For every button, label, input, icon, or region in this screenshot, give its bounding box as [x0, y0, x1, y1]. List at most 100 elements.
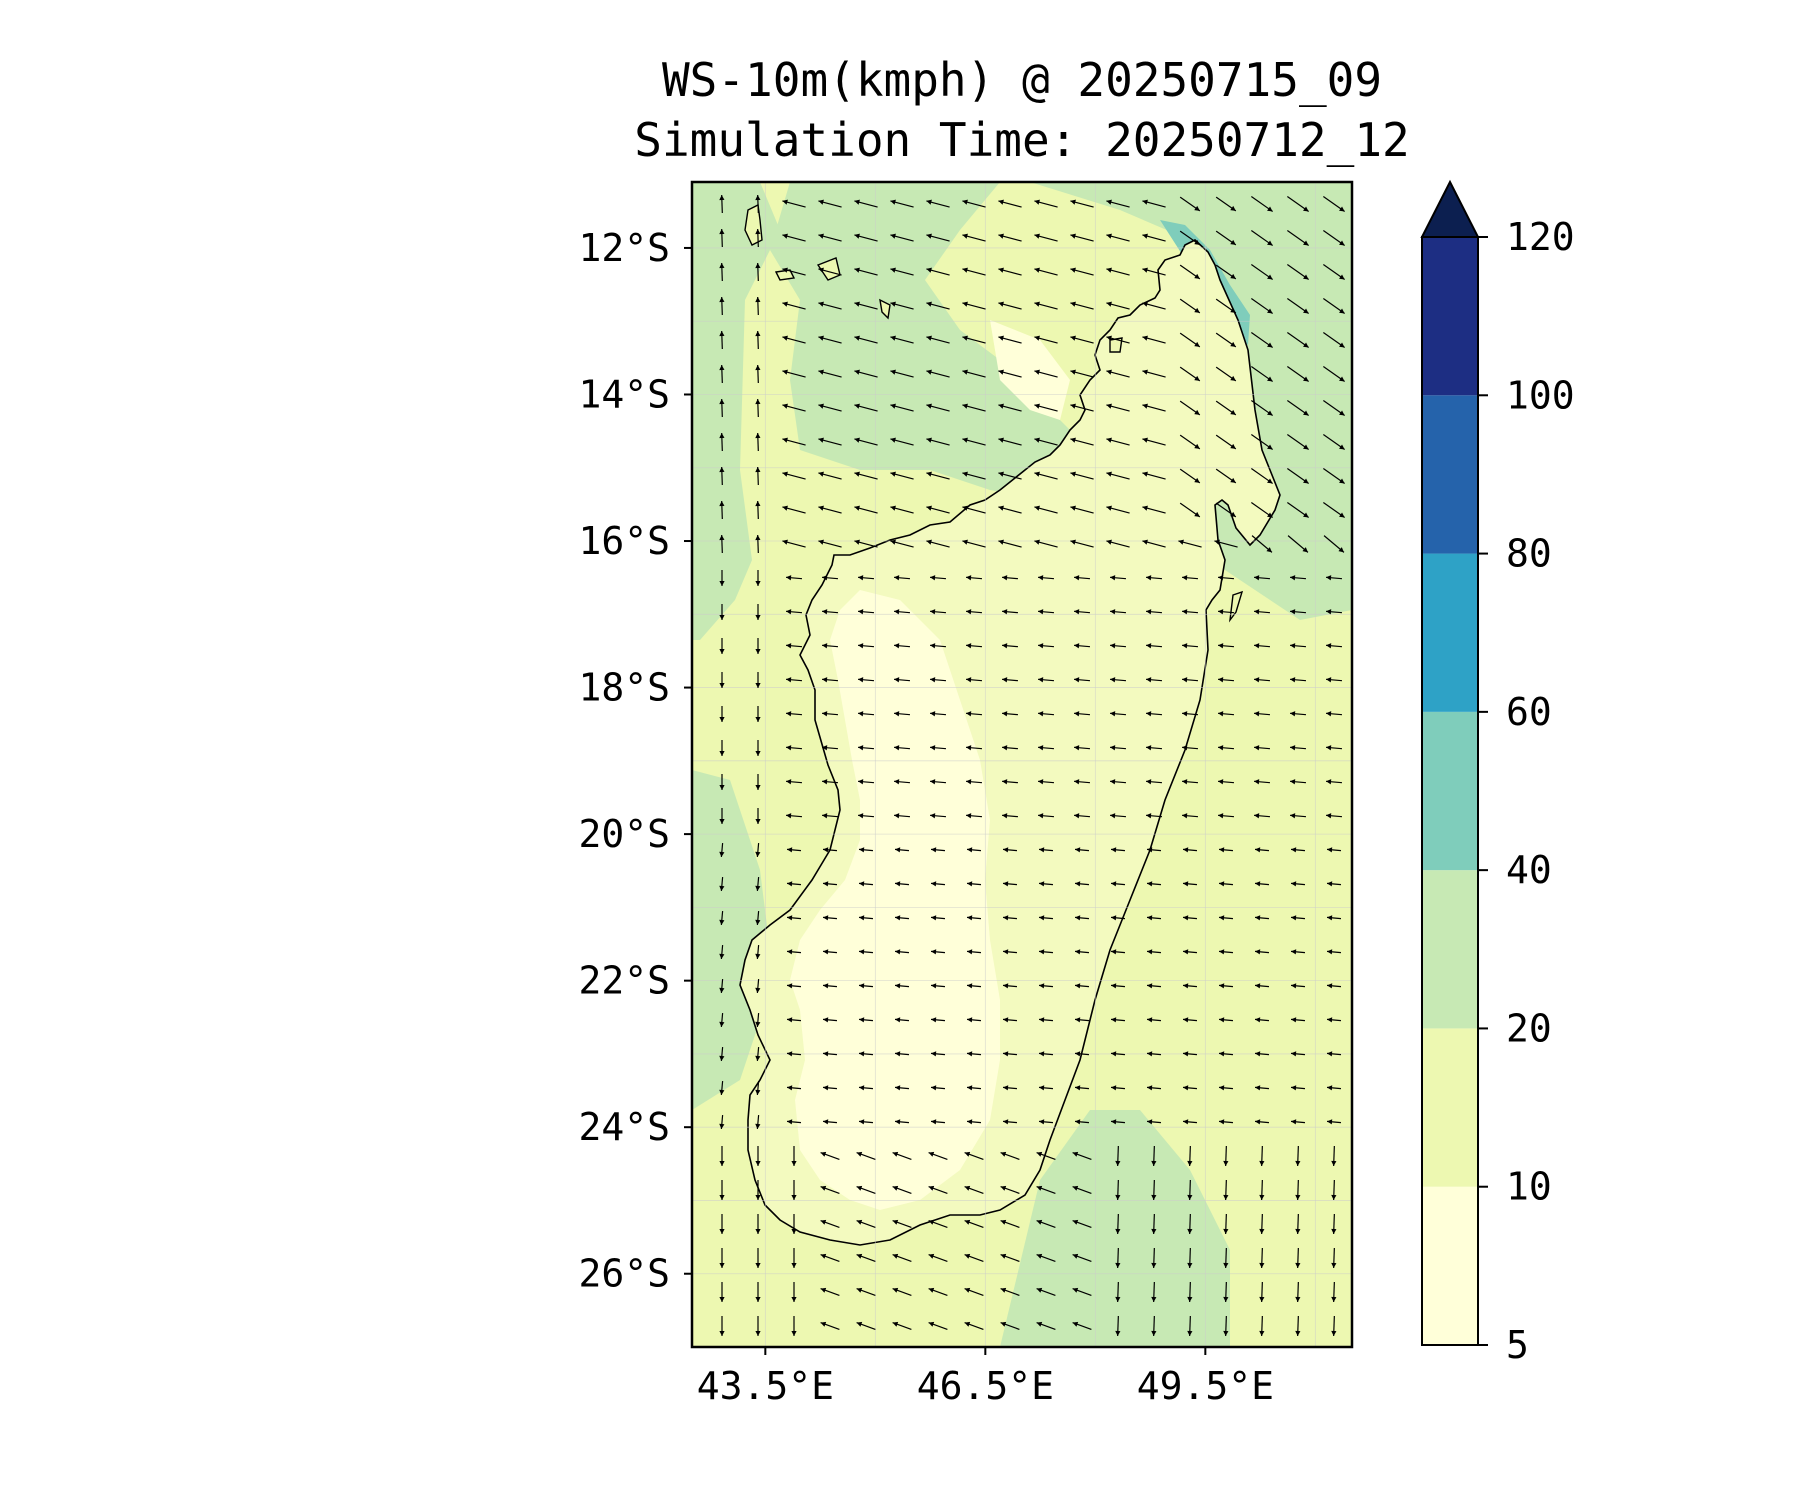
wind-arrow-head [1254, 643, 1260, 649]
wind-arrow-head [931, 983, 937, 989]
wind-arrow-head [787, 1017, 793, 1023]
wind-arrow-head [1036, 1253, 1043, 1259]
wind-arrow-head [928, 1185, 935, 1191]
wind-arrow-head [755, 615, 761, 620]
wind-arrow-head [998, 233, 1004, 239]
wind-arrow-head [1255, 1051, 1261, 1057]
wind-arrow-head [930, 813, 936, 819]
wind-arrow-head [1291, 983, 1297, 989]
wind-arrow-head [1267, 308, 1273, 314]
wind-arrow-head [967, 983, 973, 989]
wind-arrow-head [755, 987, 761, 993]
wind-arrow-head [1034, 437, 1040, 443]
wind-arrow-head [1223, 1330, 1229, 1336]
wind-arrow-head [719, 331, 725, 337]
wind-arrow-head [1147, 847, 1153, 853]
colorbar-label: 20 [1506, 1006, 1552, 1050]
wind-arrow-head [719, 649, 725, 654]
wind-arrow-head [1039, 881, 1045, 887]
wind-arrow-head [787, 1051, 793, 1057]
wind-arrow-head [892, 1287, 899, 1293]
wind-arrow-head [894, 575, 900, 581]
wind-arrow-head [787, 1119, 793, 1125]
wind-arrow-head [755, 1297, 761, 1302]
wind-arrow-head [1072, 1253, 1079, 1259]
wind-arrow-head [1255, 1119, 1261, 1125]
wind-arrow-head [1074, 711, 1080, 717]
wind-arrow-head [1106, 301, 1112, 307]
colorbar-label: 5 [1506, 1323, 1529, 1367]
wind-arrow-head [926, 539, 932, 545]
wind-arrow-head [931, 1051, 937, 1057]
wind-arrow-head [1326, 677, 1332, 683]
wind-arrow-head [1267, 444, 1273, 450]
wind-arrow-head [719, 717, 725, 722]
wind-arrow-head [966, 575, 972, 581]
wind-arrow-head [1034, 199, 1040, 205]
wind-arrow-head [1219, 881, 1225, 887]
zone-west-channel [692, 770, 770, 1110]
wind-arrow-head [820, 1151, 827, 1157]
wind-arrow-head [895, 881, 901, 887]
wind-arrow-head [1075, 915, 1081, 921]
wind-arrow-head [719, 885, 725, 891]
wind-arrow-head [1230, 307, 1236, 313]
wind-arrow-head [854, 437, 860, 443]
wind-arrow-head [1290, 643, 1296, 649]
map-frame [690, 180, 1354, 1349]
wind-arrow-head [856, 1185, 863, 1191]
wind-arrow-head [755, 819, 761, 824]
wind-arrow-head [854, 505, 860, 511]
wind-arrow-head [1147, 915, 1153, 921]
wind-arrow-head [1183, 1085, 1189, 1091]
wind-arrow-head [856, 1253, 863, 1259]
wind-arrow-head [1230, 409, 1236, 415]
wind-arrow-head [894, 643, 900, 649]
wind-arrow-head [1327, 915, 1333, 921]
wind-arrow-head [782, 471, 788, 477]
wind-arrow-head [1255, 1017, 1261, 1023]
wind-arrow-head [822, 609, 828, 615]
wind-arrow-head [962, 437, 968, 443]
wind-arrow-head [926, 301, 932, 307]
wind-arrow-head [1327, 847, 1333, 853]
wind-arrow-head [1146, 779, 1152, 785]
wind-arrow-head [719, 581, 725, 586]
wind-arrow-head [755, 683, 761, 688]
wind-arrow-head [1142, 403, 1148, 409]
wind-arrow-head [930, 779, 936, 785]
wind-arrow-head [1183, 915, 1189, 921]
wind-arrow-head [823, 881, 829, 887]
wind-arrow-head [998, 505, 1004, 511]
wind-arrow-head [787, 1085, 793, 1091]
wind-arrow-head [818, 471, 824, 477]
wind-arrow-head [1002, 575, 1008, 581]
lat-tick-label: 22°S [578, 959, 670, 1003]
wind-arrow-head [1183, 847, 1189, 853]
wind-arrow-head [1003, 915, 1009, 921]
colorbar: 5 10 20 40 60 80 100 120 [1420, 179, 1575, 1367]
wind-arrow-head [1230, 205, 1236, 211]
wind-arrow-head [1000, 1185, 1007, 1191]
wind-arrow-head [928, 1151, 935, 1157]
wind-arrow-head [1182, 609, 1188, 615]
wind-arrow-head [1142, 335, 1148, 341]
wind-arrow-head [787, 983, 793, 989]
wind-arrow-head [926, 471, 932, 477]
wind-arrow-head [1147, 1119, 1153, 1125]
wind-arrow-head [962, 199, 968, 205]
wind-arrow-head [926, 199, 932, 205]
wind-arrow-head [1070, 267, 1076, 273]
wind-arrow-head [1327, 983, 1333, 989]
lat-tick-label: 20°S [578, 812, 670, 856]
wind-arrow-head [1223, 1228, 1229, 1234]
wind-arrow-head [890, 437, 896, 443]
wind-arrow-head [856, 1287, 863, 1293]
wind-arrow-head [1039, 949, 1045, 955]
wind-arrow-head [1326, 643, 1332, 649]
wind-arrow-head [1194, 443, 1200, 449]
wind-arrow-head [962, 335, 968, 341]
northern-highland [990, 320, 1070, 420]
wind-arrow-head [926, 403, 932, 409]
wind-arrow-head [1267, 342, 1273, 348]
